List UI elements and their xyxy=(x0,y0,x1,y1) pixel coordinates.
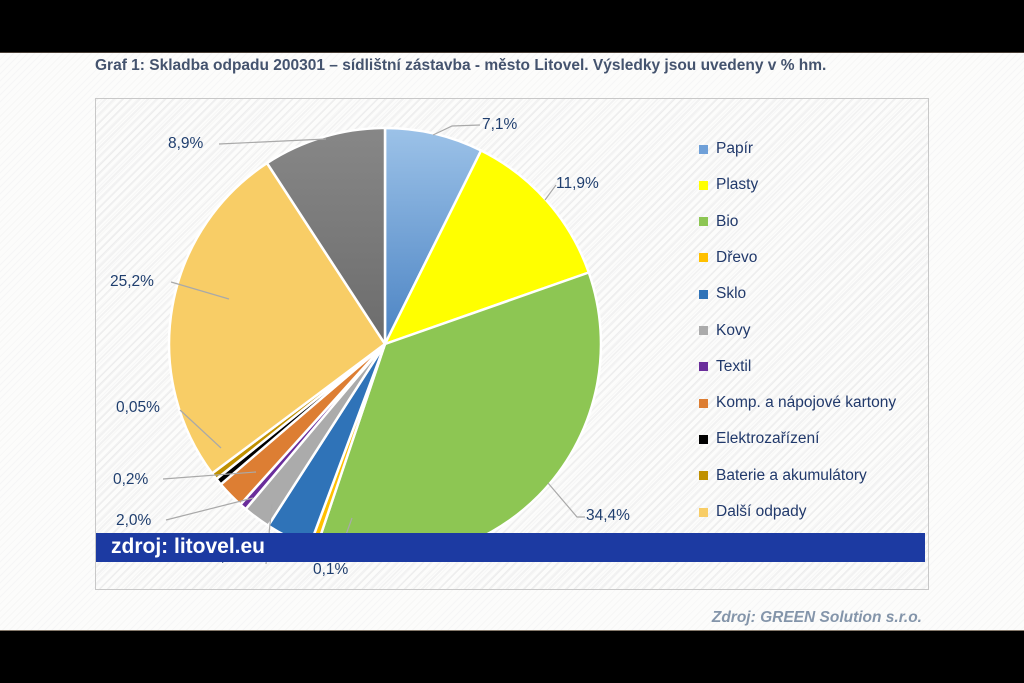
leader-line xyxy=(547,482,585,518)
legend-item-Sklo: Sklo xyxy=(699,285,746,303)
legend-item-Elektrozařízení: Elektrozařízení xyxy=(699,430,819,448)
pie-label-bio: 34,4% xyxy=(586,507,630,524)
legend-swatch-icon xyxy=(699,289,708,299)
legend-item-Bio: Bio xyxy=(699,213,738,231)
source-banner: zdroj: litovel.eu xyxy=(96,533,925,562)
legend-item-Komp. a nápojové kartony: Komp. a nápojové kartony xyxy=(699,394,896,412)
footer-source: Zdroj: GREEN Solution s.r.o. xyxy=(711,609,922,626)
leader-line xyxy=(544,184,557,201)
pie-label-drevo: 0,1% xyxy=(313,561,349,578)
pie-slice-Plasty xyxy=(383,149,591,346)
legend-label: Sklo xyxy=(716,285,747,303)
pie-slice-unlabeled xyxy=(265,126,387,346)
leader-line xyxy=(218,138,327,145)
pie-label-kovy: 2,0% xyxy=(116,512,152,529)
letterbox-top xyxy=(0,0,1024,53)
pie-label-textil: 0,2% xyxy=(113,471,149,488)
pie-chart xyxy=(162,124,603,565)
leader-line xyxy=(165,497,254,521)
legend-item-Baterie a akumulátory: Baterie a akumulátory xyxy=(699,467,867,485)
pie-label-plasty: 11,9% xyxy=(556,175,599,192)
leader-line xyxy=(179,409,222,449)
legend-label: Dřevo xyxy=(716,248,758,266)
legend-label: Další odpady xyxy=(716,503,807,520)
legend-label: Elektrozařízení xyxy=(716,430,820,448)
leader-line xyxy=(162,471,257,480)
chart-title: Graf 1: Skladba odpadu 200301 – sídlištn… xyxy=(95,57,827,74)
pie-label-dalsi: 25,2% xyxy=(110,273,154,290)
legend-swatch-icon xyxy=(699,180,708,190)
letterbox-bottom xyxy=(0,630,1024,683)
legend-swatch-icon xyxy=(699,253,708,263)
pie-label-elektro: 0,05% xyxy=(116,399,160,416)
legend-label: Komp. a nápojové kartony xyxy=(716,394,897,412)
slide: Graf 1: Skladba odpadu 200301 – sídlištn… xyxy=(0,52,1024,630)
legend-swatch-icon xyxy=(699,398,708,408)
legend-swatch-icon xyxy=(699,144,708,154)
legend-item-Kovy: Kovy xyxy=(699,322,750,340)
legend-swatch-icon xyxy=(699,434,708,444)
pie-slice-Další odpady xyxy=(167,161,387,475)
legend-label: Papír xyxy=(716,140,754,157)
legend-label: Bio xyxy=(716,212,739,230)
legend-swatch-icon xyxy=(699,471,708,481)
legend-label: Textil xyxy=(716,357,752,375)
legend-label: Plasty xyxy=(716,176,759,194)
legend-label: Baterie a akumulátory xyxy=(716,466,867,484)
legend-swatch-icon xyxy=(699,326,708,335)
legend-item-Textil: Textil xyxy=(699,358,751,376)
leader-line xyxy=(432,124,481,136)
legend-item-Další odpady: Další odpady xyxy=(699,503,806,521)
legend-swatch-icon xyxy=(699,507,708,517)
legend-label: Kovy xyxy=(716,321,751,339)
legend-item-Plasty: Plasty xyxy=(699,176,758,194)
pie-label-papir: 7,1% xyxy=(482,116,518,133)
leader-line xyxy=(170,281,230,300)
source-banner-text: zdroj: litovel.eu xyxy=(111,535,266,558)
legend-swatch-icon xyxy=(699,217,708,227)
pie-label-gray: 8,9% xyxy=(168,135,204,152)
legend-swatch-icon xyxy=(699,362,708,372)
legend-item-Papír: Papír xyxy=(699,140,753,158)
legend-item-Dřevo: Dřevo xyxy=(699,249,757,267)
